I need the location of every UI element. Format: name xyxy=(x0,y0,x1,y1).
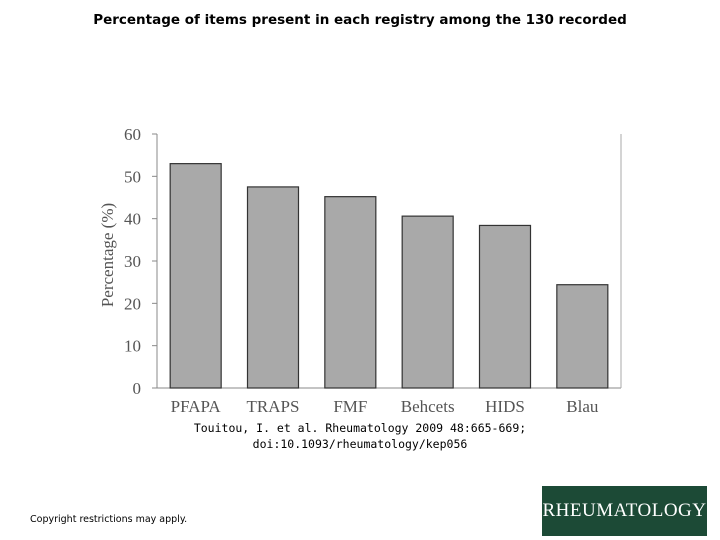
y-tick-label: 40 xyxy=(124,210,141,229)
y-tick-label: 50 xyxy=(124,167,141,186)
bar-behcets xyxy=(401,215,454,389)
y-tick-label: 20 xyxy=(124,294,141,313)
bar-fmf xyxy=(324,196,377,389)
x-axis-ticks: PFAPA TRAPS FMF Behcets HIDS Blau xyxy=(171,397,599,416)
copyright-notice: Copyright restrictions may apply. xyxy=(30,514,188,525)
y-tick-label: 60 xyxy=(124,125,141,144)
journal-logo-text: RHEUMATOLOGY xyxy=(542,500,707,521)
x-tick-label: TRAPS xyxy=(247,397,300,416)
bar-chart: 0 10 20 30 40 50 60 PFAPA TRAPS FMF Behcets HIDS Bl… xyxy=(98,125,622,416)
citation-line-2: doi:10.1093/rheumatology/kep056 xyxy=(252,437,468,451)
citation: Touitou, I. et al. Rheumatology 2009 48:… xyxy=(0,420,720,452)
bar-hids xyxy=(478,224,532,389)
citation-line-1: Touitou, I. et al. Rheumatology 2009 48:… xyxy=(193,421,527,435)
bar-pfapa xyxy=(169,163,222,389)
plot-frame xyxy=(156,134,622,389)
bar-traps xyxy=(246,186,300,389)
x-tick-label: FMF xyxy=(333,397,367,416)
slide-title: Percentage of items present in each regi… xyxy=(93,12,627,28)
x-tick-label: HIDS xyxy=(485,397,525,416)
x-tick-label: Behcets xyxy=(401,397,455,416)
y-tick-label: 0 xyxy=(133,379,142,398)
y-tick-label: 10 xyxy=(124,337,141,356)
x-tick-label: Blau xyxy=(566,397,599,416)
y-axis-ticks: 0 10 20 30 40 50 60 xyxy=(124,125,157,398)
bars xyxy=(169,163,609,389)
x-tick-label: PFAPA xyxy=(171,397,222,416)
y-axis-label: Percentage (%) xyxy=(98,203,117,307)
journal-logo: RHEUMATOLOGY xyxy=(542,486,707,536)
bar-blau xyxy=(556,284,609,389)
y-tick-label: 30 xyxy=(124,252,141,271)
